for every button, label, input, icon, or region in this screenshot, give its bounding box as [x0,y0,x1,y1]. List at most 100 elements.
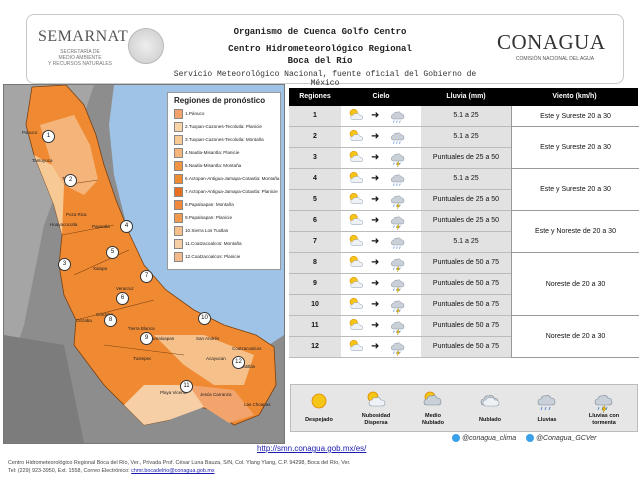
map-label-las-choapas: Las Choapas [244,402,271,407]
rain-icon [389,107,407,134]
icon-legend-label-line2: Nublado [422,420,444,426]
legend-swatch [174,135,183,145]
region-number-cell: 7 [289,232,341,253]
legend-item: 9.Papaloapan: Planicie [174,213,280,223]
scattered-clouds-icon [364,389,388,418]
legend-item: 2.Tuxpan-Cazones-Tecolutla: Planicie [174,122,280,132]
legend-label: 2.Tuxpan-Cazones-Tecolutla: Planicie [185,124,262,129]
storm-icon [389,296,407,323]
header-cielo: Cielo [341,88,421,106]
twitter-handle-clima-text: @conagua_clima [461,434,517,442]
conagua-subtitle: COMISIÓN NACIONAL DEL AGUA [515,56,595,62]
legend-label: 3.Tuxpan-Cazones-Tecolutla: Montaña [185,137,264,142]
arrow-right-icon: ➜ [371,215,380,226]
sky-forecast-cell: ➜ [341,148,421,169]
sun-icon [307,389,331,418]
header-viento: Viento (km/h) [511,88,638,106]
rain-amount-cell: Puntuales de 50 a 75 [421,253,511,274]
legend-label: 12.Coatzacoalcos: Planicie [185,254,241,259]
storm-icon [389,254,407,281]
map-region-marker-11: 11 [180,380,193,393]
sky-forecast-cell: ➜ [341,337,421,358]
map-label-huayacocotla: Huayacocotla [50,222,78,227]
map-region-marker-2: 2 [64,174,77,187]
sunny-partly-cloudy-icon [347,275,365,302]
sunny-partly-cloudy-icon [347,296,365,323]
twitter-icon [452,434,460,442]
footer-address: Centro Hidrometeorológico Regional Boca … [8,460,351,466]
sunny-partly-cloudy-icon [347,338,365,365]
smn-url-link[interactable]: http://smn.conagua.gob.mx/es/ [257,444,367,453]
semarnat-subtitle-3: Y RECURSOS NATURALES [48,61,112,67]
location-title: Boca del Río [287,56,353,66]
map-label-xalapa: Xalapa [93,266,108,271]
wind-forecast-cell: Noreste de 20 a 30 [511,316,639,358]
arrow-right-icon: ➜ [371,152,380,163]
sky-forecast-cell: ➜ [341,316,421,337]
legend-label: 7.Actopan-Antigua-Jamapa-Cotaxtla: Plani… [185,189,278,194]
twitter-handle-gcver-text: @Conagua_GCVer [535,434,597,442]
rain-amount-cell: 5.1 a 25 [421,127,511,148]
map-label-tierra-blanca: Tierra Blanca [128,326,155,331]
rain-amount-cell: Puntuales de 50 a 75 [421,316,511,337]
legend-label: 4.Nautla-Misantla: Planicie [185,150,240,155]
legend-item: 4.Nautla-Misantla: Planicie [174,148,280,158]
sunny-partly-cloudy-icon [347,191,365,218]
legend-label: 6.Actopan-Antigua-Jamapa-Cotaxtla: Monta… [185,176,280,181]
center-title: Centro Hidrometeorológico Regional [228,44,412,54]
legend-item: 10.Sierra Los Tuxtlas [174,226,280,236]
storm-icon [389,149,407,176]
storm-icon [389,212,407,239]
twitter-handle-gcver[interactable]: @Conagua_GCVer [526,434,597,442]
rain-amount-cell: 5.1 a 25 [421,169,511,190]
legend-swatch [174,200,183,210]
rain-icon [389,170,407,197]
storm-icon [389,338,407,365]
region-number-cell: 5 [289,190,341,211]
map-label-poza-rica: Poza Rica [66,212,87,217]
sunny-partly-cloudy-icon [347,254,365,281]
map-label-veracruz: Veracruz [116,286,134,291]
map-label-san-andres: San Andrés [196,336,220,341]
legend-item: 12.Coatzacoalcos: Planicie [174,252,280,262]
legend-label: 9.Papaloapan: Planicie [185,215,232,220]
legend-item: 6.Actopan-Antigua-Jamapa-Cotaxtla: Monta… [174,174,280,184]
legend-item: 5.Nautla-Misantla: Montaña [174,161,280,171]
sunny-partly-cloudy-icon [347,128,365,155]
sunny-partly-cloudy-icon [347,212,365,239]
region-3-shape [34,155,64,235]
conagua-logo: CONAGUA [497,30,606,54]
semarnat-subtitle-1: SECRETARÍA DE [60,49,100,55]
legend-item: 1.Pánuco [174,109,280,119]
wind-forecast-cell: Este y Noreste de 20 a 30 [511,211,639,253]
region-number-cell: 8 [289,253,341,274]
service-line-2: México [310,79,340,88]
rain-amount-cell: Puntuales de 50 a 75 [421,337,511,358]
storm-icon [389,317,407,344]
sky-icon-legend: Despejado Nubosidad Dispersa Medio Nublado Nu… [290,384,638,432]
sunny-partly-cloudy-icon [347,317,365,344]
map-label-orizaba: Orizaba [76,318,92,323]
region-12-shape [189,385,254,423]
sky-forecast-cell: ➜ [341,127,421,148]
map-label-coatzacoalcos: Coatzacoalcos [232,346,262,351]
national-seal-icon [128,28,164,64]
cloudy-icon [478,389,502,418]
arrow-right-icon: ➜ [371,257,380,268]
footer-email-link[interactable]: chmr.bocadelrio@conagua.gob.mx [131,468,215,474]
map-region-marker-4: 4 [120,220,133,233]
twitter-handle-clima[interactable]: @conagua_clima [452,434,516,442]
sunny-partly-cloudy-icon [347,233,365,260]
map-label-tuxtepec: Tuxtepec [133,356,152,361]
region-borders [61,179,185,356]
legend-swatch [174,109,183,119]
region-11-shape [124,385,204,425]
region-number-cell: 6 [289,211,341,232]
legend-item: 7.Actopan-Antigua-Jamapa-Cotaxtla: Plani… [174,187,280,197]
icon-legend-label: Nubosidad [361,413,391,419]
semarnat-subtitle-2: MEDIO AMBIENTE [58,55,102,61]
map-label-papantla: Papantla [92,224,110,229]
legend-swatch [174,174,183,184]
map-label-jesus-carranza: Jesús Carranza [200,392,232,397]
sunny-partly-cloudy-icon [347,107,365,134]
